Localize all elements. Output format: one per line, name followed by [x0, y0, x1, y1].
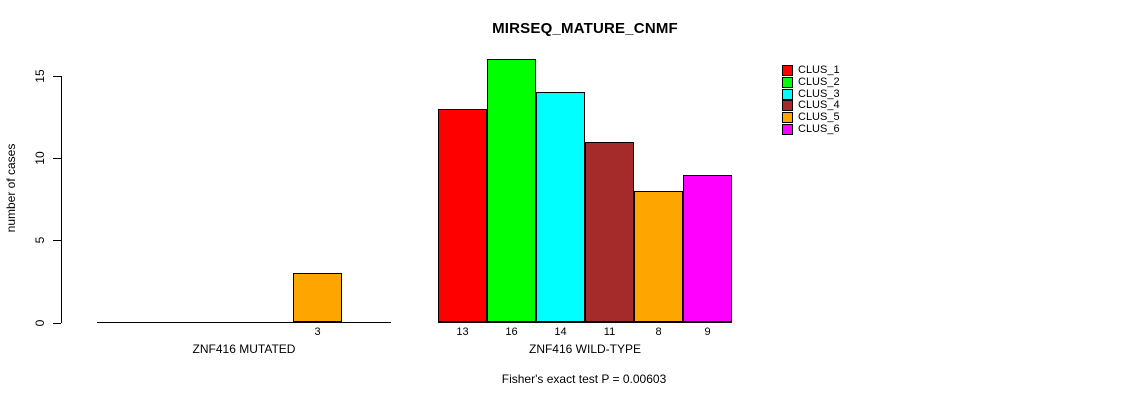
legend-label: CLUS_3 — [798, 87, 840, 100]
legend-label: CLUS_6 — [798, 122, 840, 135]
y-tick — [53, 75, 61, 77]
bar-value-label: 14 — [554, 326, 567, 338]
y-tick-label: 10 — [33, 151, 47, 165]
legend-label: CLUS_1 — [798, 64, 840, 77]
bar-clus_3 — [536, 92, 585, 323]
legend-label: CLUS_4 — [798, 99, 840, 112]
bar-value-label: 16 — [505, 326, 518, 338]
group-baseline — [97, 322, 391, 323]
legend-swatch-clus_3 — [782, 88, 793, 100]
y-axis-label: number of cases — [4, 143, 18, 233]
bar-value-label: 11 — [603, 326, 616, 338]
y-tick — [53, 158, 61, 160]
legend-swatch-clus_6 — [782, 123, 793, 135]
legend-item-clus_2: CLUS_2 — [782, 77, 840, 89]
legend-swatch-clus_5 — [782, 112, 793, 124]
legend-swatch-clus_2 — [782, 77, 793, 89]
legend-swatch-clus_1 — [782, 65, 793, 77]
bar-value-label: 8 — [655, 326, 662, 338]
y-tick-label: 15 — [33, 69, 47, 83]
group-label-wildtype: ZNF416 WILD-TYPE — [528, 342, 642, 356]
group-baseline — [438, 322, 732, 323]
legend-swatch-clus_4 — [782, 100, 793, 112]
legend-label: CLUS_2 — [798, 76, 840, 89]
bar-clus_2 — [487, 59, 536, 323]
bar-clus_4 — [585, 141, 634, 323]
y-tick-label: 0 — [33, 319, 47, 326]
legend: CLUS_1 CLUS_2 CLUS_3 CLUS_4 CLUS_5 CLUS_6 — [782, 65, 840, 135]
chart-title: MIRSEQ_MATURE_CNMF — [492, 20, 678, 37]
bar-value-label: 9 — [704, 326, 711, 338]
bar-value-label: 13 — [456, 326, 469, 338]
legend-label: CLUS_5 — [798, 111, 840, 124]
y-axis-line — [61, 75, 62, 324]
bar-clus_5 — [634, 190, 683, 323]
legend-item-clus_1: CLUS_1 — [782, 65, 840, 77]
legend-item-clus_3: CLUS_3 — [782, 88, 840, 100]
y-tick-label: 5 — [33, 236, 47, 244]
bar-clus_1 — [438, 108, 487, 323]
group-label-mutated: ZNF416 MUTATED — [192, 342, 296, 356]
bar-clus_6 — [683, 174, 732, 323]
legend-item-clus_5: CLUS_5 — [782, 112, 840, 124]
bar-value-label: 3 — [314, 326, 321, 338]
bar-clus_5 — [293, 273, 342, 323]
footnote-fishers-test: Fisher's exact test P = 0.00603 — [501, 372, 667, 386]
legend-item-clus_6: CLUS_6 — [782, 123, 840, 135]
legend-item-clus_4: CLUS_4 — [782, 100, 840, 112]
y-tick — [53, 240, 61, 242]
y-tick — [53, 322, 61, 324]
